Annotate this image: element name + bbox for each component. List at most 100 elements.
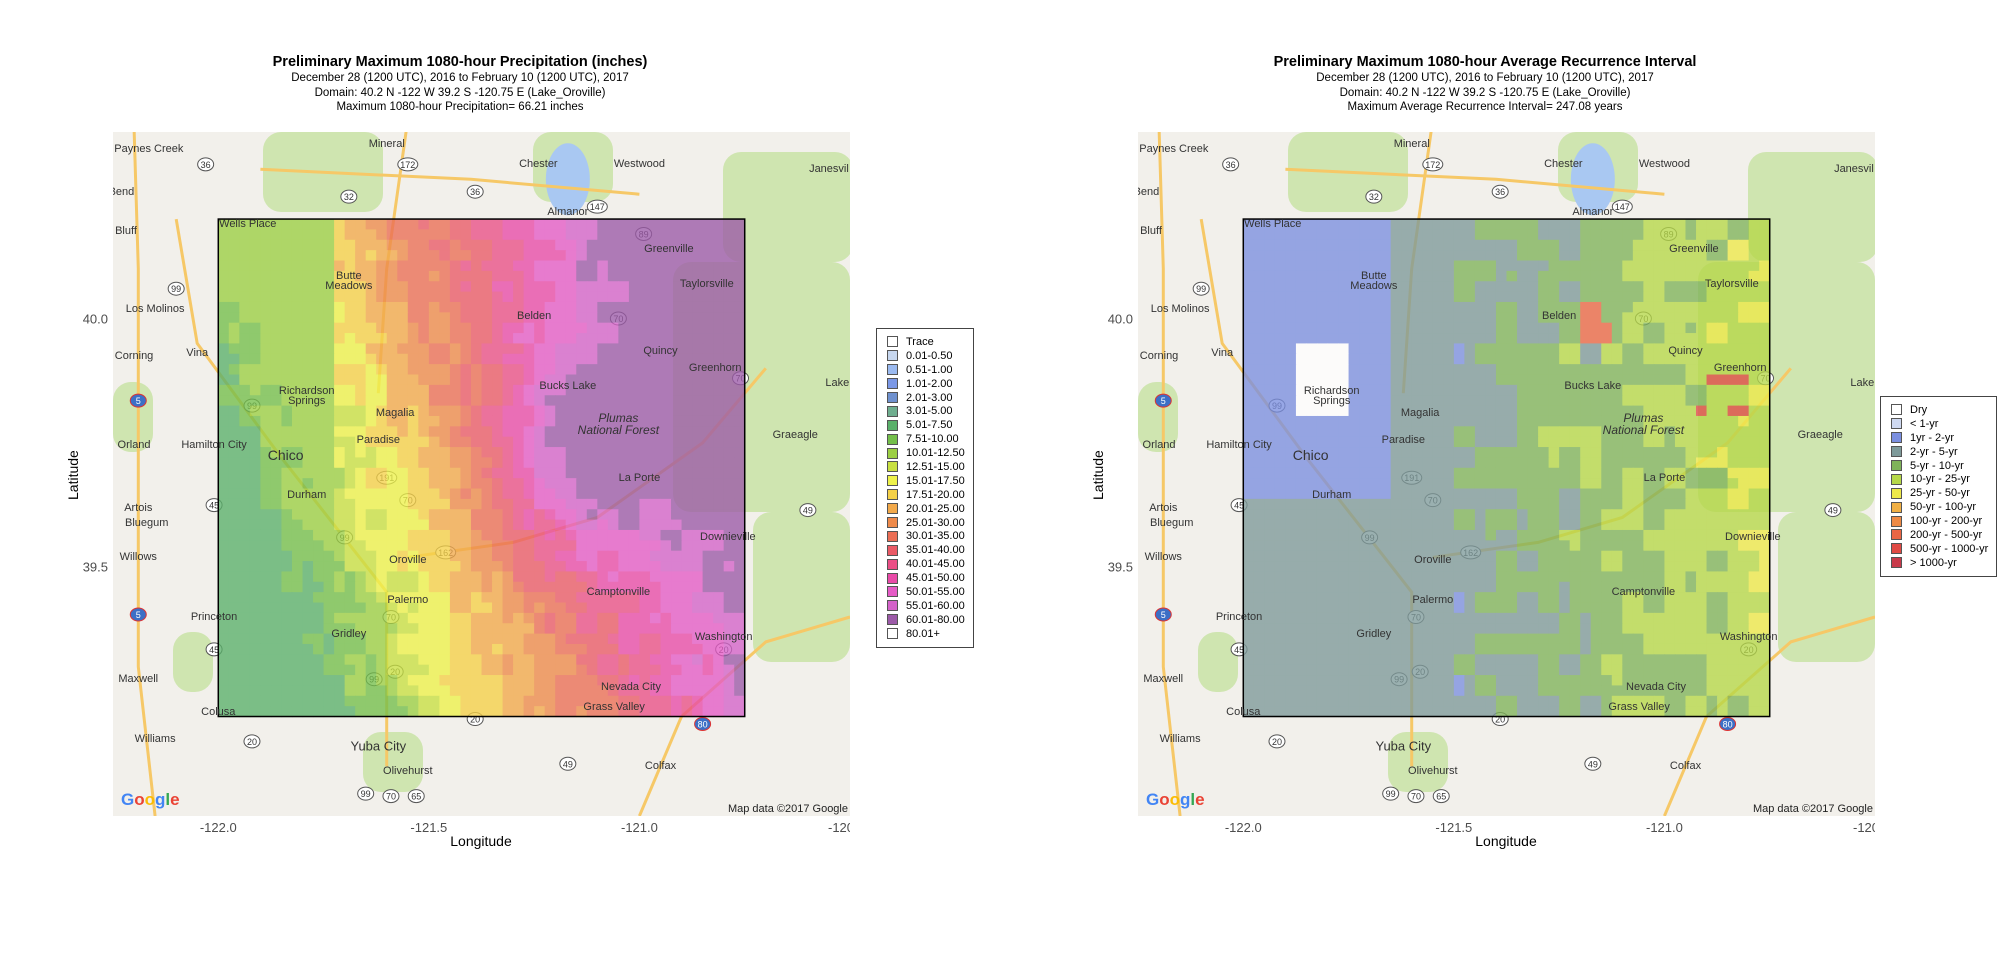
legend-item: 50.01-55.00 bbox=[887, 585, 965, 599]
place-label: Chester bbox=[1544, 158, 1583, 171]
highway-number: 65 bbox=[1436, 792, 1446, 802]
legend-swatch bbox=[887, 572, 898, 584]
legend-swatch bbox=[887, 530, 898, 542]
place-label: d Bluff bbox=[1138, 225, 1162, 238]
google-logo-letter: g bbox=[1180, 790, 1191, 809]
y-tick-label: 40.0 bbox=[1107, 311, 1133, 327]
legend-swatch bbox=[887, 628, 898, 640]
highway-number: 147 bbox=[590, 202, 605, 212]
google-logo-letter: o bbox=[134, 790, 145, 809]
precipitation-map-panel: Preliminary Maximum 1080-hour Precipitat… bbox=[65, 54, 974, 849]
highway-number: 5 bbox=[1161, 610, 1166, 620]
legend-label: 12.51-15.00 bbox=[906, 460, 965, 473]
highway-number: 172 bbox=[400, 160, 415, 170]
legend-swatch bbox=[1891, 418, 1902, 430]
domain-box bbox=[217, 218, 746, 718]
google-logo-letter: e bbox=[1195, 790, 1205, 809]
legend-item: 100-yr - 200-yr bbox=[1891, 514, 1988, 528]
place-label: Almanor bbox=[1572, 205, 1614, 218]
highway-number: 36 bbox=[1226, 160, 1236, 170]
highway-shield-icon: 5 bbox=[129, 393, 147, 408]
x-tick-label: -120.5 bbox=[1853, 820, 1875, 835]
place-label: Colusa bbox=[1226, 705, 1261, 718]
forest-area bbox=[363, 732, 423, 792]
ari-subtitle-max: Maximum Average Recurrence Interval= 247… bbox=[1347, 101, 1623, 113]
place-label: Greenville bbox=[644, 242, 694, 255]
legend-label: Dry bbox=[1910, 403, 1928, 416]
legend-swatch bbox=[887, 419, 898, 431]
legend-swatch bbox=[887, 503, 898, 515]
legend-swatch bbox=[887, 433, 898, 445]
place-label: Westwood bbox=[613, 158, 665, 171]
y-tick-label: 39.5 bbox=[82, 559, 108, 575]
place-label: Maxwell bbox=[1143, 673, 1184, 686]
map-attribution: Map data ©2017 Google bbox=[1752, 803, 1873, 815]
highway-number: 45 bbox=[1234, 501, 1244, 511]
place-label: Bluegum bbox=[124, 516, 169, 529]
google-logo-letter: G bbox=[121, 790, 135, 809]
place-label: Bucks Lake bbox=[1564, 379, 1622, 392]
highway-number: 49 bbox=[803, 506, 813, 516]
highway-road bbox=[1285, 167, 1665, 196]
legend-item: 50-yr - 100-yr bbox=[1891, 500, 1988, 514]
highway-shield-icon: 5 bbox=[1154, 607, 1172, 622]
place-label: Palermo bbox=[1412, 593, 1454, 606]
highway-shield-icon: 172 bbox=[397, 157, 419, 172]
legend-swatch bbox=[887, 489, 898, 501]
legend-swatch bbox=[887, 350, 898, 362]
legend-swatch bbox=[1891, 404, 1902, 416]
legend-item: 20.01-25.00 bbox=[887, 502, 965, 516]
y-tick-label: 39.5 bbox=[1107, 559, 1133, 575]
place-label: Williams bbox=[1159, 732, 1201, 745]
ari-map-area: 3617232361478999707059919170454999162570… bbox=[1138, 132, 1875, 816]
precip-title: Preliminary Maximum 1080-hour Precipitat… bbox=[272, 54, 648, 70]
legend-item: 1.01-2.00 bbox=[887, 377, 965, 391]
legend-label: 2-yr - 5-yr bbox=[1910, 445, 1958, 458]
highway-number: 70 bbox=[386, 792, 396, 802]
legend-item: 5-yr - 10-yr bbox=[1891, 459, 1988, 473]
place-label: Yuba City bbox=[350, 738, 407, 754]
highway-number: 5 bbox=[1161, 396, 1166, 406]
place-label: Grass Valley bbox=[1608, 700, 1670, 713]
legend-label: 200-yr - 500-yr bbox=[1910, 528, 1983, 541]
place-label: Magalia bbox=[1400, 407, 1440, 420]
highway-shield-icon: 49 bbox=[1584, 756, 1602, 771]
legend-item: 7.51-10.00 bbox=[887, 432, 965, 446]
place-label: Greenhorn bbox=[1713, 362, 1767, 375]
legend-label: 5.01-7.50 bbox=[906, 419, 953, 432]
legend-label: 40.01-45.00 bbox=[906, 558, 965, 571]
legend-item: 10.01-12.50 bbox=[887, 446, 965, 460]
legend-item: 200-yr - 500-yr bbox=[1891, 528, 1988, 542]
place-label: Corning bbox=[1139, 349, 1179, 362]
legend-label: 5-yr - 10-yr bbox=[1910, 459, 1964, 472]
place-label: Graeagle bbox=[772, 429, 818, 442]
precip-map-area: 3617232361478999707059919170454999162570… bbox=[113, 132, 850, 816]
place-label: Williams bbox=[134, 732, 176, 745]
legend-item: 2-yr - 5-yr bbox=[1891, 445, 1988, 459]
legend-item: 55.01-60.00 bbox=[887, 599, 965, 613]
legend-label: 17.51-20.00 bbox=[906, 488, 965, 501]
highway-shield-icon: 70 bbox=[1407, 789, 1425, 804]
raster-overlay bbox=[218, 219, 746, 718]
place-label: Westwood bbox=[1638, 158, 1690, 171]
place-label: Bucks Lake bbox=[539, 379, 597, 392]
legend-label: 3.01-5.00 bbox=[906, 405, 953, 418]
place-label: Camptonville bbox=[586, 586, 651, 599]
x-tick-label: -121.5 bbox=[410, 820, 448, 835]
highway-number: 65 bbox=[411, 792, 421, 802]
place-label: Quincy bbox=[1668, 344, 1703, 357]
highway-number: 45 bbox=[1234, 645, 1244, 655]
highway-shield-icon: 65 bbox=[407, 789, 425, 804]
google-logo-letter: e bbox=[170, 790, 180, 809]
place-label: Janesvil bbox=[1834, 163, 1874, 176]
place-label: d Bluff bbox=[113, 225, 137, 238]
place-label: Lake bbox=[825, 377, 850, 390]
place-label: Chester bbox=[519, 158, 558, 171]
legend-label: 7.51-10.00 bbox=[906, 433, 959, 446]
legend-item: 5.01-7.50 bbox=[887, 418, 965, 432]
highway-road bbox=[132, 132, 157, 816]
precip-map-svg: 3617232361478999707059919170454999162570… bbox=[113, 132, 850, 816]
legend-label: < 1-yr bbox=[1910, 417, 1939, 430]
forest-area bbox=[1388, 732, 1448, 792]
legend-swatch bbox=[1891, 473, 1902, 485]
